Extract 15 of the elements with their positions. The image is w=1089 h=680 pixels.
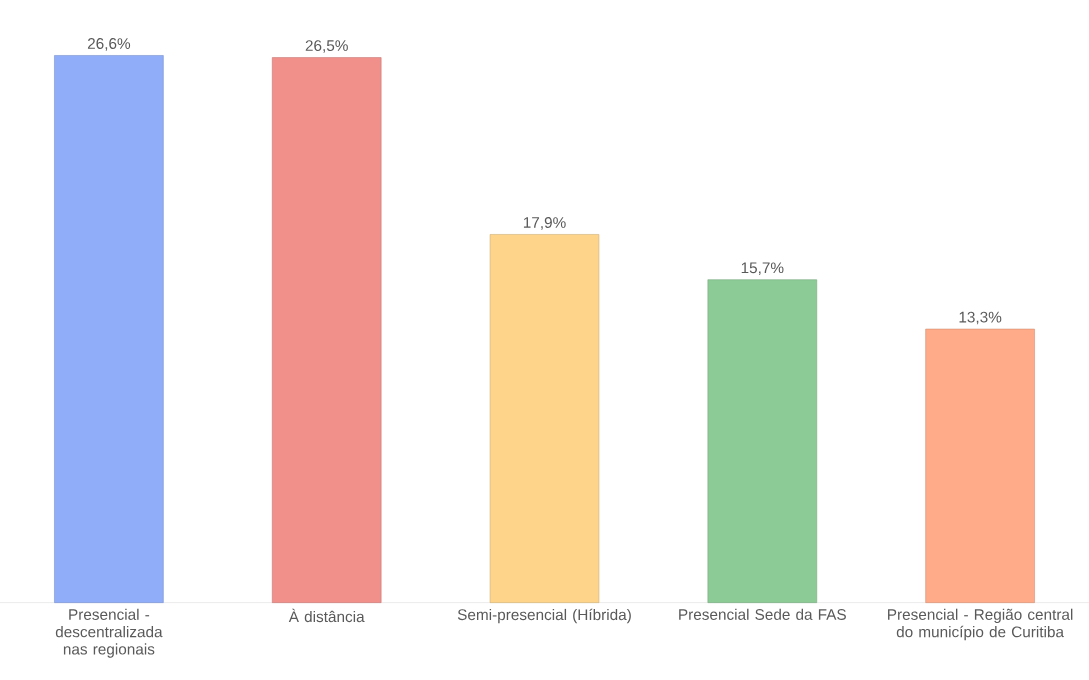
x-tick-label: Semi-presencial (Híbrida)	[457, 608, 631, 624]
data-label: 26,5%	[305, 40, 348, 53]
bar	[271, 57, 382, 603]
bar	[925, 328, 1035, 603]
x-tick-label: À distância	[288, 608, 365, 623]
data-label: 26,6%	[87, 38, 131, 51]
x-tick-label: Presencial - descentralizada nas regionais	[55, 608, 163, 658]
bar	[489, 234, 600, 603]
data-label: 15,7%	[741, 262, 784, 275]
bar	[54, 55, 164, 603]
x-tick-label: Presencial - Região central do município de Curitiba	[888, 608, 1073, 641]
bar	[707, 279, 818, 603]
data-label: 17,9%	[523, 217, 566, 230]
data-label: 13,3%	[959, 311, 1002, 325]
x-tick-label: Presencial Sede da FAS	[679, 608, 846, 620]
